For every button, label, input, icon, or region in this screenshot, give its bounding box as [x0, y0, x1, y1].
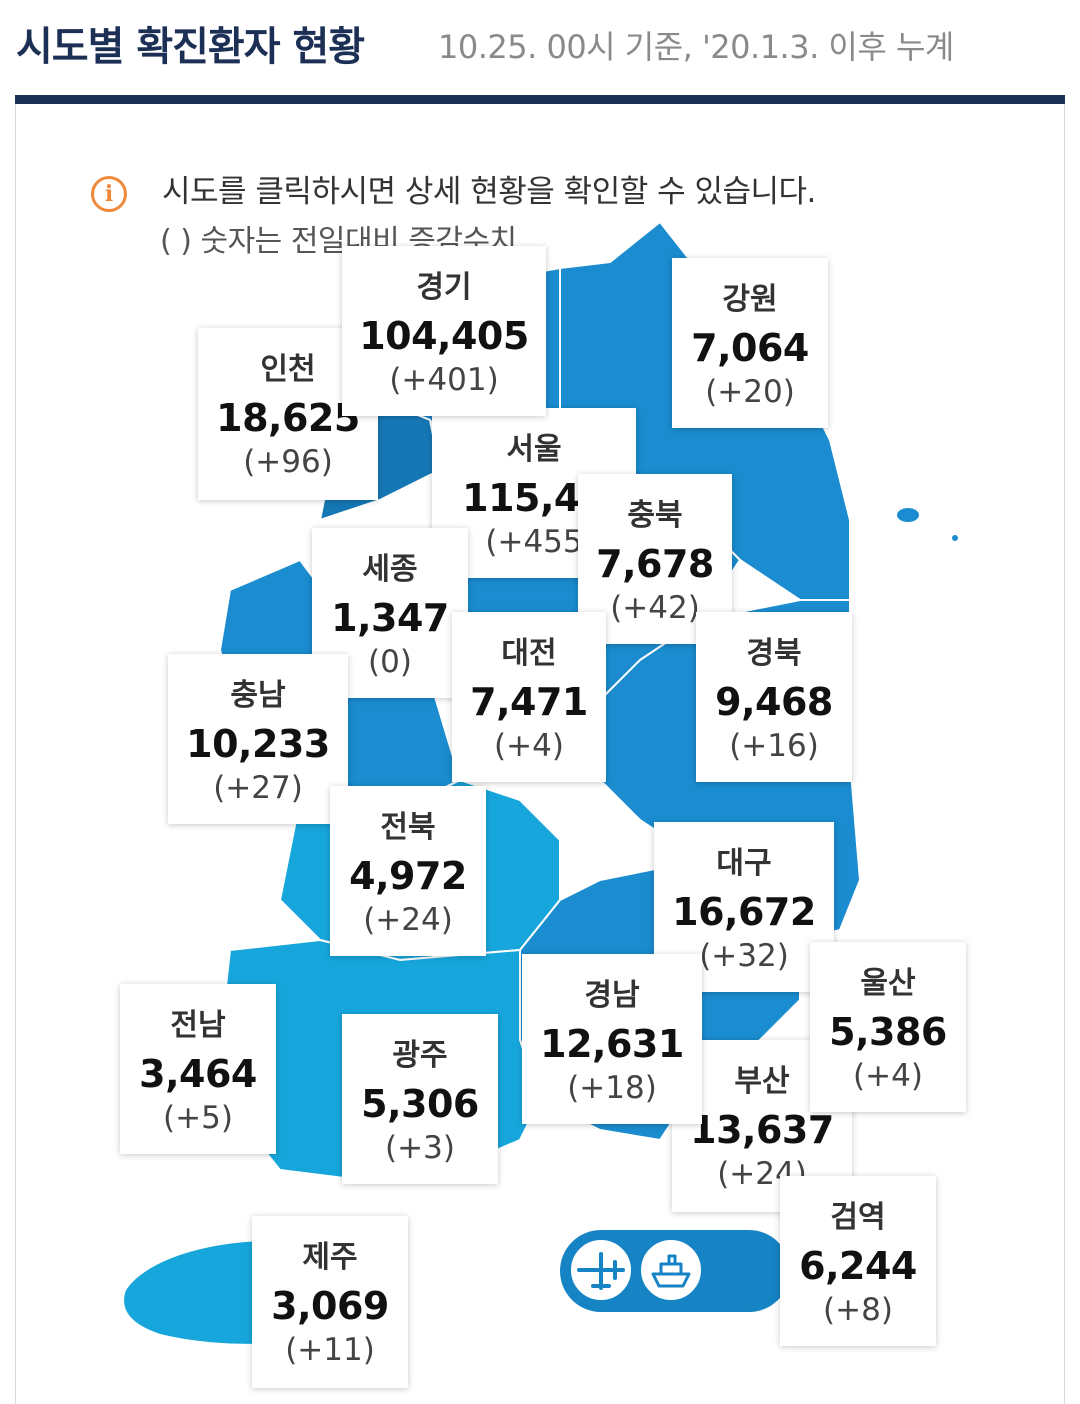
region-change: (+42) — [610, 590, 700, 626]
region-name: 전남 — [170, 1008, 226, 1043]
region-card-jeju[interactable]: 제주 3,069 (+11) — [252, 1216, 408, 1388]
region-card-ulsan[interactable]: 울산 5,386 (+4) — [810, 942, 966, 1112]
region-count: 4,972 — [349, 854, 467, 898]
region-card-jeonnam[interactable]: 전남 3,464 (+5) — [120, 984, 276, 1154]
region-name: 대전 — [501, 636, 557, 671]
region-name: 경기 — [416, 270, 472, 305]
region-count: 7,678 — [596, 542, 714, 586]
region-change: (+16) — [729, 728, 819, 764]
page-subtitle: 10.25. 00시 기준, '20.1.3. 이후 누계 — [438, 28, 954, 66]
notice-line-1: 시도를 클릭하시면 상세 현황을 확인할 수 있습니다. — [162, 174, 816, 210]
region-name: 강원 — [722, 282, 778, 317]
region-count: 7,064 — [691, 326, 809, 370]
region-change: (+3) — [385, 1130, 455, 1166]
region-change: (+5) — [163, 1100, 233, 1136]
region-count: 18,625 — [216, 396, 360, 440]
region-card-gyeongbuk[interactable]: 경북 9,468 (+16) — [696, 612, 852, 782]
region-count: 104,405 — [359, 314, 529, 358]
region-card-gyeongnam[interactable]: 경남 12,631 (+18) — [522, 954, 702, 1124]
region-count: 1,347 — [331, 596, 449, 640]
airplane-icon — [577, 1252, 625, 1290]
ship-icon — [651, 1254, 691, 1288]
region-count: 3,464 — [139, 1052, 257, 1096]
region-count: 16,672 — [672, 890, 816, 934]
region-name: 서울 — [506, 432, 562, 467]
region-name: 경남 — [584, 978, 640, 1013]
region-name: 충북 — [627, 498, 683, 533]
region-name: 검역 — [830, 1200, 886, 1235]
region-count: 5,386 — [829, 1010, 947, 1054]
region-change: (+11) — [285, 1332, 375, 1368]
region-name: 세종 — [362, 552, 418, 587]
region-name: 부산 — [734, 1064, 790, 1099]
region-name: 제주 — [302, 1240, 358, 1275]
region-count: 12,631 — [540, 1022, 684, 1066]
region-change: (+401) — [389, 362, 499, 398]
region-card-daegu[interactable]: 대구 16,672 (+32) — [654, 822, 834, 992]
header: 시도별 확진환자 현황 10.25. 00시 기준, '20.1.3. 이후 누… — [16, 8, 1066, 78]
region-change: (+4) — [494, 728, 564, 764]
page-title: 시도별 확진환자 현황 — [16, 24, 365, 70]
region-card-gangwon[interactable]: 강원 7,064 (+20) — [672, 258, 828, 428]
region-name: 인천 — [260, 352, 316, 387]
region-shape-dokdo — [950, 533, 960, 543]
region-card-chungnam[interactable]: 충남 10,233 (+27) — [168, 654, 348, 824]
region-change: (+32) — [699, 938, 789, 974]
region-change: (+20) — [705, 374, 795, 410]
region-count: 6,244 — [799, 1244, 917, 1288]
region-name: 경북 — [746, 636, 802, 671]
region-name: 광주 — [392, 1038, 448, 1073]
region-card-busan[interactable]: 부산 13,637 (+24) — [672, 1040, 852, 1212]
region-count: 9,468 — [715, 680, 833, 724]
region-change: (+8) — [823, 1292, 893, 1328]
region-count: 7,471 — [470, 680, 588, 724]
region-change: (0) — [368, 644, 412, 680]
transport-toggle — [560, 1230, 790, 1312]
airplane-button[interactable] — [568, 1237, 634, 1303]
region-name: 전북 — [380, 810, 436, 845]
info-icon: i — [91, 176, 127, 212]
ship-button[interactable] — [638, 1237, 704, 1303]
region-change: (+96) — [243, 444, 333, 480]
region-change: (+18) — [567, 1070, 657, 1106]
region-card-jeonbuk[interactable]: 전북 4,972 (+24) — [330, 786, 486, 956]
region-name: 울산 — [860, 966, 916, 1001]
header-divider — [15, 95, 1065, 104]
region-card-quarantine[interactable]: 검역 6,244 (+8) — [780, 1176, 936, 1346]
region-count: 10,233 — [186, 722, 330, 766]
region-name: 충남 — [230, 678, 286, 713]
region-count: 13,637 — [690, 1108, 834, 1152]
region-change: (+455 — [485, 524, 583, 560]
region-change: (+4) — [853, 1058, 923, 1094]
region-change: (+24) — [363, 902, 453, 938]
region-shape-ulleungdo — [895, 506, 921, 524]
region-card-daejeon[interactable]: 대전 7,471 (+4) — [452, 612, 606, 782]
region-card-gwangju[interactable]: 광주 5,306 (+3) — [342, 1014, 498, 1184]
region-count: 5,306 — [361, 1082, 479, 1126]
region-change: (+27) — [213, 770, 303, 806]
region-card-gyeonggi[interactable]: 경기 104,405 (+401) — [342, 246, 546, 416]
region-card-sejong[interactable]: 세종 1,347 (0) — [312, 528, 468, 698]
region-count: 3,069 — [271, 1284, 389, 1328]
region-name: 대구 — [716, 846, 772, 881]
